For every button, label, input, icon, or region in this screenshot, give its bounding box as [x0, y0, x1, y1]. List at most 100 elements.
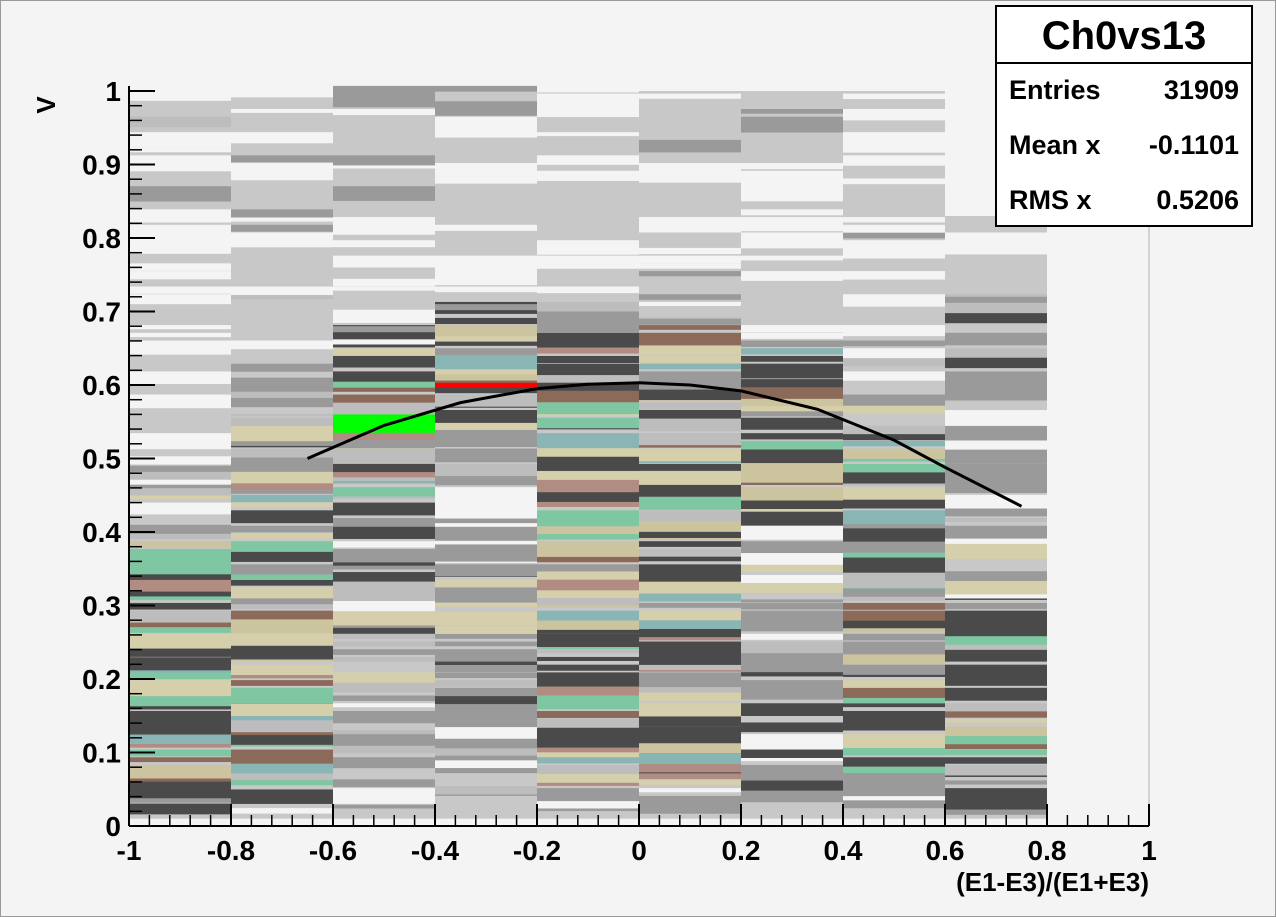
histogram-cell [537, 541, 639, 557]
histogram-cell [537, 649, 639, 654]
histogram-cell [639, 641, 741, 655]
histogram-cell [231, 448, 333, 458]
histogram-cell [333, 278, 435, 287]
histogram-cell [843, 726, 945, 731]
histogram-cell [639, 301, 741, 307]
histogram-cell [129, 680, 231, 697]
histogram-cell [843, 641, 945, 655]
histogram-cell [231, 649, 333, 660]
histogram-cell [231, 340, 333, 350]
y-tick-label: 0.7 [82, 297, 121, 328]
histogram-cell [435, 101, 537, 116]
histogram-cell [639, 494, 741, 510]
histogram-cell [537, 656, 639, 661]
histogram-cell [435, 664, 537, 672]
histogram-cell [537, 255, 639, 269]
histogram-cell [639, 217, 741, 233]
histogram-cell [129, 741, 231, 748]
histogram-cell [129, 456, 231, 465]
histogram-cell [741, 518, 843, 526]
histogram-cell [741, 402, 843, 412]
fit-curve [306, 381, 1023, 508]
histogram-cell [129, 132, 231, 144]
histogram-cell [333, 633, 435, 639]
histogram-cell [843, 633, 945, 641]
histogram-cell [741, 602, 843, 610]
histogram-cell [537, 348, 639, 354]
histogram-cell [333, 541, 435, 548]
histogram-cell [231, 703, 333, 717]
histogram-cell [843, 155, 945, 166]
histogram-cell [435, 124, 537, 138]
histogram-cell [129, 695, 231, 707]
histogram-cell [231, 294, 333, 300]
histogram-cell [741, 641, 843, 654]
histogram-cell [741, 448, 843, 464]
histogram-cell [945, 703, 1047, 712]
histogram-cell [639, 780, 741, 785]
histogram-cell [945, 332, 1047, 345]
histogram-cell [231, 494, 333, 503]
x-tick-label: 1 [1141, 835, 1157, 866]
histogram-cell [741, 633, 843, 640]
x-tick-label: 0.6 [926, 835, 965, 866]
histogram-cell [129, 85, 231, 101]
histogram-cell [231, 456, 333, 472]
histogram-cell [231, 371, 333, 383]
histogram-cell [945, 240, 1047, 255]
histogram-cell [333, 564, 435, 570]
histogram-cell [843, 618, 945, 629]
stats-title: Ch0vs13 [1042, 14, 1207, 58]
histogram-cell [741, 255, 843, 261]
histogram-cell [129, 232, 231, 242]
histogram-cell [333, 572, 435, 582]
histogram-cell [945, 355, 1047, 369]
histogram-cell [231, 510, 333, 524]
histogram-cell [843, 541, 945, 553]
histogram-cell [435, 602, 537, 612]
histogram-cell [945, 440, 1047, 450]
stats-mean-label: Mean x [1009, 130, 1101, 160]
histogram-cell [741, 332, 843, 339]
histogram-cell [741, 510, 843, 522]
histogram-cell [231, 572, 333, 580]
histogram-cell [639, 564, 741, 576]
histogram-cell [129, 610, 231, 623]
histogram-cell [231, 579, 333, 586]
histogram-cell [741, 780, 843, 791]
histogram-cell [537, 710, 639, 718]
histogram-cell [639, 734, 741, 744]
histogram-cell [537, 363, 639, 376]
histogram-cell [741, 587, 843, 600]
histogram-cell [129, 703, 231, 710]
histogram-cell [435, 579, 537, 587]
histogram-cell [741, 734, 843, 750]
histogram-cell [231, 541, 333, 552]
histogram-cell [639, 572, 741, 582]
y-tick-label: 0.9 [82, 150, 121, 181]
histogram-cell [333, 764, 435, 780]
histogram-cell [333, 479, 435, 484]
histogram-cell [843, 772, 945, 786]
histogram-cell [639, 263, 741, 269]
histogram-cell [129, 556, 231, 571]
histogram-cell [639, 255, 741, 264]
histogram-cell [537, 610, 639, 621]
column-edge-band [333, 326, 435, 333]
histogram-cell [639, 332, 741, 346]
histogram-cell [435, 224, 537, 231]
histogram-cell [333, 240, 435, 248]
column-edge-band [231, 377, 333, 384]
histogram-column [435, 85, 537, 819]
histogram-cell [537, 572, 639, 579]
column-edge-band [537, 311, 639, 318]
histogram-cell [435, 409, 537, 423]
histogram-cell [639, 417, 741, 432]
histogram-cell [537, 170, 639, 181]
histogram-cell [843, 548, 945, 558]
histogram-cell [435, 371, 537, 381]
histogram-cell [231, 224, 333, 232]
histogram-cell [741, 433, 843, 440]
histogram-cell [231, 548, 333, 562]
histogram-cell [435, 379, 537, 385]
